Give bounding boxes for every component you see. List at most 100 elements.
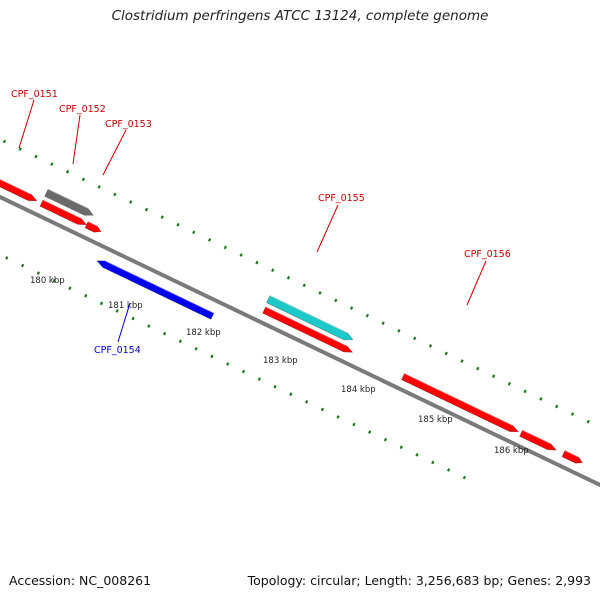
minor-tick [289,392,293,397]
minor-tick [397,328,401,333]
gene-label: CPF_0151 [11,89,58,100]
minor-tick [147,324,151,328]
minor-tick [81,177,85,182]
gene-arrow-cpf-0151-highlight [0,178,32,195]
gene-block-cyan [266,295,354,341]
minor-tick [349,306,354,310]
minor-tick [507,381,512,386]
gene-label-leader [72,114,81,165]
minor-tick [539,397,543,401]
minor-tick [413,336,417,341]
gene-arrow-cpf-0157 [519,429,557,451]
minor-tick [131,316,135,321]
minor-tick [368,430,372,434]
minor-tick [129,200,133,204]
minor-tick [65,169,70,174]
minor-tick [194,346,198,351]
accession-label: Accession: NC_008261 [9,573,152,588]
gene-label: CPF_0152 [59,104,106,115]
gene-label-leader [316,204,339,253]
scale-label: 186 kbp [494,446,529,456]
minor-tick [5,256,9,260]
minor-tick [286,275,291,280]
gene-label: CPF_0156 [464,249,511,260]
minor-tick [162,331,167,336]
minor-tick [50,162,54,167]
minor-tick [176,222,180,227]
gene-arrow-cpf-0158-highlight [564,449,579,458]
outer-tick-row [2,139,590,424]
gene-arrow-cpf-0151 [0,178,38,202]
minor-tick [320,407,325,412]
minor-tick [444,351,448,356]
minor-tick [239,253,243,257]
minor-tick [160,215,164,220]
minor-tick [431,460,435,465]
gene-arrow-cpf-0157-highlight [522,429,551,445]
minor-tick [34,154,38,159]
minor-tick [428,344,433,348]
gene-label-leader [18,99,35,149]
genome-backbone [0,194,600,488]
gene-arrow-cpf-0153 [84,221,102,233]
map-title: Clostridium perfringens ATCC 13124, comp… [111,8,489,24]
minor-tick [352,422,356,427]
gene-arrow-cpf-0152 [39,199,88,226]
gene-arrow-cpf-0155-highlight [265,306,348,347]
gene-arrow-cpf-0156-highlight [404,372,513,426]
minor-tick [52,278,56,283]
gene-arrow-cpf-0155 [262,306,354,353]
minor-tick [113,192,117,197]
minor-tick [257,377,261,381]
gene-arrow-cpf-0153-highlight [87,220,98,227]
minor-tick [241,369,246,374]
scale-label: 182 kbp [186,328,221,338]
minor-tick [334,298,338,303]
minor-tick [302,283,306,288]
gene-arrow-cpf-0156 [401,372,520,433]
scale-label: 183 kbp [263,356,298,366]
minor-tick [223,245,228,250]
minor-tick [336,415,340,419]
inner-tick-row [5,256,467,480]
minor-tick [255,260,259,265]
gene-arrow-cpf-0158 [561,449,583,464]
minor-tick [365,313,370,318]
gene-arrow-cpf-0154-highlight [105,260,215,314]
minor-tick [36,271,40,275]
gene-block-gray-highlight [47,188,89,209]
minor-tick [115,309,119,313]
minor-tick [226,362,230,366]
scale-label: 180 kbp [30,276,65,286]
minor-tick [318,291,322,295]
minor-tick [381,321,385,326]
minor-tick [273,384,277,389]
minor-tick [144,207,149,212]
scale-label: 185 kbp [418,415,453,425]
minor-tick [491,374,496,379]
gene-label: CPF_0154 [94,345,141,356]
minor-tick [2,139,7,144]
topology-label: Topology: circular; Length: 3,256,683 bp… [247,573,591,588]
gene-arrow-cpf-0152-highlight [42,199,82,219]
minor-tick [476,366,480,371]
gene-arrow-cpf-0154 [96,260,215,320]
gene-label: CPF_0153 [105,119,152,130]
minor-tick [570,412,575,416]
minor-tick [18,147,22,151]
scale-label: 184 kbp [341,385,376,395]
minor-tick [555,404,559,409]
minor-tick [192,230,196,235]
minor-tick [178,339,183,344]
minor-tick [523,389,527,394]
gene-block-cyan-highlight [269,294,348,334]
minor-tick [68,286,72,291]
minor-tick [99,301,104,306]
gene-label-leader [117,302,131,343]
minor-tick [84,293,88,298]
minor-tick [586,419,590,424]
minor-tick [399,445,403,450]
gene-label-leader [102,129,127,176]
minor-tick [304,399,309,404]
